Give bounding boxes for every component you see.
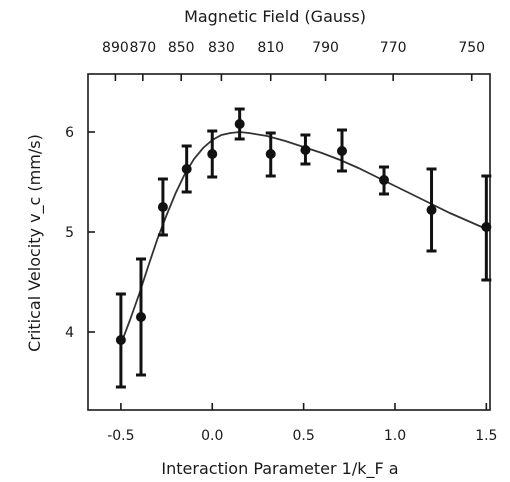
x-tick-label: 1.5	[475, 428, 497, 444]
data-point	[207, 149, 218, 159]
data-point	[135, 312, 146, 322]
x-tick-label: 1.0	[384, 428, 406, 444]
top-tick-label: 830	[208, 40, 235, 56]
data-point	[426, 205, 437, 215]
plot-frame	[87, 73, 491, 411]
data-point	[115, 335, 126, 345]
top-tick-label: 790	[312, 40, 339, 56]
data-point	[481, 222, 492, 232]
x-axis-title: Interaction Parameter 1/k_F a	[161, 459, 398, 479]
top-tick-label: 890	[102, 40, 129, 56]
plot-area: -0.5 0.0 0.5 1.0 1.5 4 5 6 890 870 850 830 810 790 770…	[65, 40, 497, 444]
data-point	[300, 145, 311, 155]
y-tick-label: 6	[65, 125, 74, 141]
top-tick-label: 750	[458, 40, 485, 56]
y-tick-label: 5	[65, 225, 74, 241]
x-tick-label: 0.0	[201, 428, 223, 444]
data-point	[181, 164, 192, 174]
top-axis-title: Magnetic Field (Gauss)	[184, 7, 366, 26]
top-tick-label: 770	[380, 40, 407, 56]
data-point	[265, 149, 276, 159]
data-point	[234, 119, 245, 129]
data-point	[157, 202, 168, 212]
y-tick-label: 4	[65, 325, 74, 341]
x-tick-label: -0.5	[107, 428, 134, 444]
data-point	[379, 175, 390, 185]
top-tick-label: 870	[129, 40, 156, 56]
x-tick-label: 0.5	[292, 428, 314, 444]
top-tick-label: 810	[257, 40, 284, 56]
y-axis-title: Critical Velocity v_c (mm/s)	[25, 134, 45, 352]
top-tick-label: 850	[168, 40, 195, 56]
data-point	[336, 146, 347, 156]
